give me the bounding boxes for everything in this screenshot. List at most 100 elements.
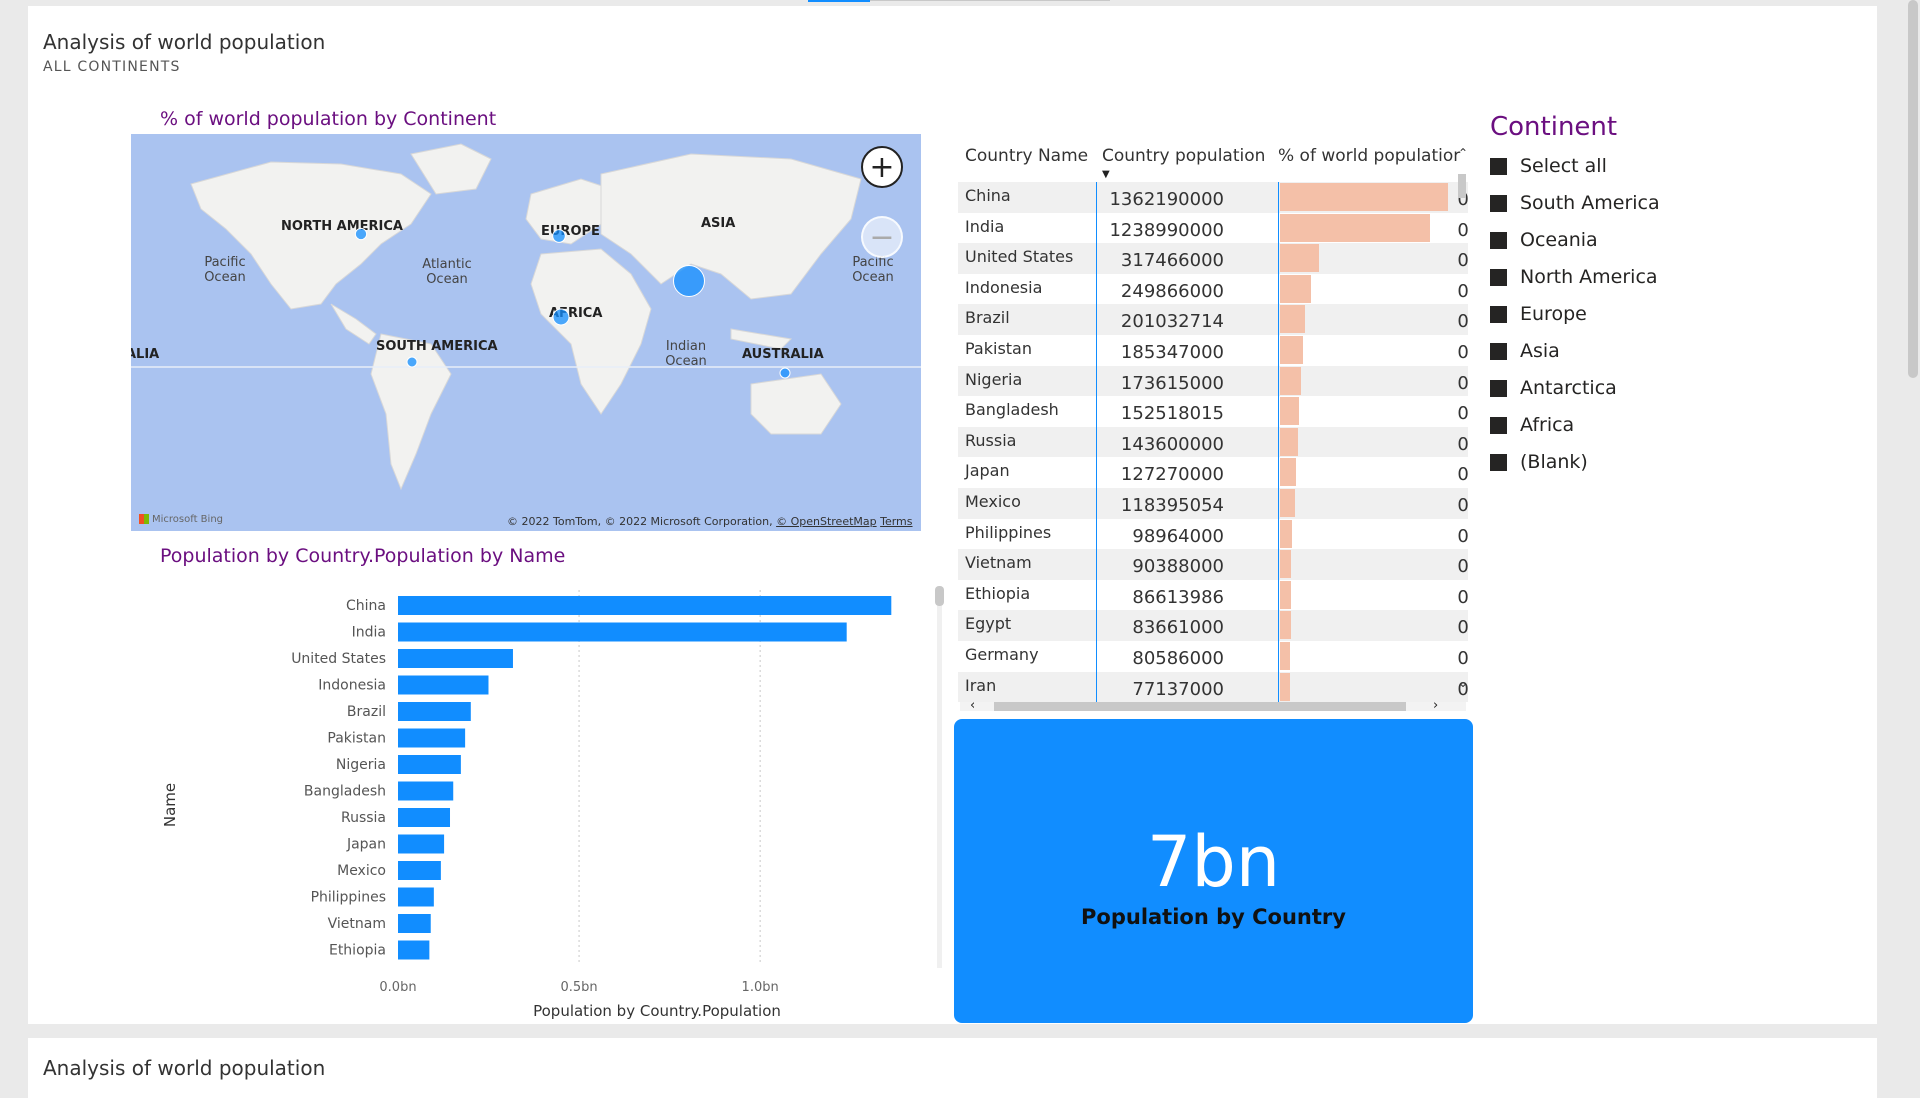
checkbox[interactable] bbox=[1490, 417, 1507, 434]
continent-label: EUROPE bbox=[541, 224, 600, 239]
attribution-text: © 2022 TomTom, © 2022 Microsoft Corporat… bbox=[507, 515, 773, 528]
cell-population: 127270000 bbox=[1120, 464, 1224, 486]
chart-scroll-track[interactable] bbox=[937, 606, 942, 968]
cell-pct-databar bbox=[1280, 366, 1302, 395]
population-card[interactable]: 7bn Population by Country bbox=[954, 719, 1473, 1023]
land-indonesia bbox=[730, 328, 793, 350]
bar-bangladesh[interactable] bbox=[398, 781, 454, 801]
col-header-country-name[interactable]: Country Name bbox=[965, 146, 1089, 166]
slicer-item-label: Europe bbox=[1520, 303, 1587, 325]
table-row[interactable]: Brazil 201032714 0.0 bbox=[958, 304, 1468, 335]
active-page-tab[interactable] bbox=[808, 0, 870, 2]
scroll-up-icon[interactable]: ⌃ bbox=[1458, 146, 1469, 160]
map-bubble-europe[interactable] bbox=[552, 229, 566, 243]
bar-russia[interactable] bbox=[398, 808, 451, 827]
table-row[interactable]: China 1362190000 0.1 bbox=[958, 182, 1468, 213]
bar-pakistan[interactable] bbox=[398, 728, 466, 748]
y-category-label: India bbox=[352, 625, 386, 641]
table-row[interactable]: Ethiopia 86613986 0.0 bbox=[958, 580, 1468, 611]
population-table[interactable]: Country Name Country population % of wor… bbox=[958, 134, 1468, 714]
bar-indonesia[interactable] bbox=[398, 675, 489, 695]
y-category-label: Mexico bbox=[337, 863, 386, 879]
map-bubble-oceania[interactable] bbox=[779, 367, 791, 379]
scroll-left-icon[interactable]: ‹ bbox=[970, 698, 976, 713]
checkbox[interactable] bbox=[1490, 232, 1507, 249]
checkbox[interactable] bbox=[1490, 454, 1507, 471]
table-row[interactable]: Vietnam 90388000 0.0 bbox=[958, 549, 1468, 580]
cell-pct-databar bbox=[1280, 244, 1319, 273]
bing-label: Microsoft Bing bbox=[152, 514, 224, 525]
checkbox[interactable] bbox=[1490, 269, 1507, 286]
window-scrollbar[interactable] bbox=[1908, 0, 1918, 378]
table-vertical-scrollbar[interactable] bbox=[1458, 174, 1466, 198]
checkbox[interactable] bbox=[1490, 195, 1507, 212]
cell-country-name: Brazil bbox=[965, 308, 1010, 328]
checkbox[interactable] bbox=[1490, 343, 1507, 360]
cell-population: 80586000 bbox=[1132, 647, 1224, 669]
table-row[interactable]: Mexico 118395054 0.0 bbox=[958, 487, 1468, 519]
land-greenland bbox=[410, 143, 492, 195]
land-masses bbox=[190, 143, 862, 491]
page-tab-strip[interactable] bbox=[0, 0, 1920, 6]
table-row[interactable]: United States 317466000 0.0 bbox=[958, 243, 1468, 274]
bar-china[interactable] bbox=[398, 596, 892, 615]
bar-vietnam[interactable] bbox=[398, 914, 431, 933]
osm-link[interactable]: © OpenStreetMap bbox=[776, 515, 877, 528]
cell-country-name: Pakistan bbox=[965, 338, 1032, 358]
bar-united-states[interactable] bbox=[398, 649, 513, 668]
y-category-label: Vietnam bbox=[328, 916, 386, 932]
bar-india[interactable] bbox=[398, 622, 847, 642]
table-row[interactable]: Indonesia 249866000 0.0 bbox=[958, 274, 1468, 305]
bar-chart-canvas[interactable]: 0.0bn 0.5bn 1.0bn China India United States In… bbox=[131, 580, 951, 1020]
table-row[interactable]: Egypt 83661000 0.0 bbox=[958, 610, 1468, 641]
map-zoom-in-button[interactable]: + bbox=[861, 146, 903, 188]
table-row[interactable]: Germany 80586000 0.0 bbox=[958, 641, 1468, 672]
cell-pct-world: 0.1 bbox=[1457, 219, 1468, 241]
table-row[interactable]: Russia 143600000 0.0 bbox=[958, 426, 1468, 458]
cell-pct-world: 0.0 bbox=[1457, 464, 1468, 486]
checkbox[interactable] bbox=[1490, 306, 1507, 323]
map-bubble-africa[interactable] bbox=[552, 308, 570, 326]
cell-country-name: India bbox=[965, 216, 1005, 236]
table-row[interactable]: Nigeria 173615000 0.0 bbox=[958, 365, 1468, 397]
table-horizontal-scrollbar[interactable] bbox=[994, 702, 1406, 711]
scroll-down-icon[interactable]: ⌄ bbox=[1458, 676, 1469, 690]
bar-japan[interactable] bbox=[398, 834, 445, 854]
table-row[interactable]: Bangladesh 152518015 0.0 bbox=[958, 396, 1468, 427]
cell-population: 1238990000 bbox=[1109, 219, 1224, 241]
table-row[interactable]: Pakistan 185347000 0.0 bbox=[958, 335, 1468, 366]
bar-philippines[interactable] bbox=[398, 887, 434, 907]
bar-nigeria[interactable] bbox=[398, 755, 461, 774]
cell-population: 201032714 bbox=[1120, 311, 1224, 333]
cell-country-name: Philippines bbox=[965, 522, 1052, 542]
table-row[interactable]: Japan 127270000 0.0 bbox=[958, 457, 1468, 488]
col-header-pct-world[interactable]: % of world populatior bbox=[1278, 146, 1461, 166]
chart-scrollbar[interactable] bbox=[935, 586, 944, 606]
population-bar-chart[interactable]: 0.0bn 0.5bn 1.0bn China India United States In… bbox=[131, 580, 951, 1020]
table-row[interactable]: Iran 77137000 0.0 bbox=[958, 671, 1468, 703]
scroll-right-icon[interactable]: › bbox=[1433, 698, 1439, 713]
table-row[interactable]: Philippines 98964000 0.0 bbox=[958, 519, 1468, 550]
map-visual[interactable]: NORTH AMERICA EUROPE ASIA AFRICA SOUTH AMERI… bbox=[131, 134, 921, 531]
map-bubble-asia[interactable] bbox=[673, 265, 705, 297]
slicer-item-label: Select all bbox=[1520, 155, 1607, 177]
cell-population: 118395054 bbox=[1120, 494, 1224, 516]
terms-link[interactable]: Terms bbox=[880, 515, 913, 528]
cell-pct-databar bbox=[1280, 488, 1296, 517]
map-bubble-north-america[interactable] bbox=[354, 227, 368, 241]
slicer-item-label: Asia bbox=[1520, 340, 1560, 362]
bar-mexico[interactable] bbox=[398, 861, 441, 880]
map-zoom-out-button[interactable]: − bbox=[861, 216, 903, 258]
checkbox[interactable] bbox=[1490, 158, 1507, 175]
map-bubble-south-america[interactable] bbox=[406, 356, 418, 368]
checkbox[interactable] bbox=[1490, 380, 1507, 397]
cell-population: 98964000 bbox=[1132, 525, 1224, 547]
cell-country-name: Egypt bbox=[965, 614, 1012, 634]
sort-descending-icon[interactable]: ▼ bbox=[1102, 169, 1110, 180]
bar-brazil[interactable] bbox=[398, 702, 471, 721]
col-header-country-population[interactable]: Country population bbox=[1102, 146, 1266, 166]
table-row[interactable]: India 1238990000 0.1 bbox=[958, 213, 1468, 244]
bar-ethiopia[interactable] bbox=[398, 940, 430, 960]
x-axis-label: Population by Country.Population bbox=[533, 1002, 781, 1020]
